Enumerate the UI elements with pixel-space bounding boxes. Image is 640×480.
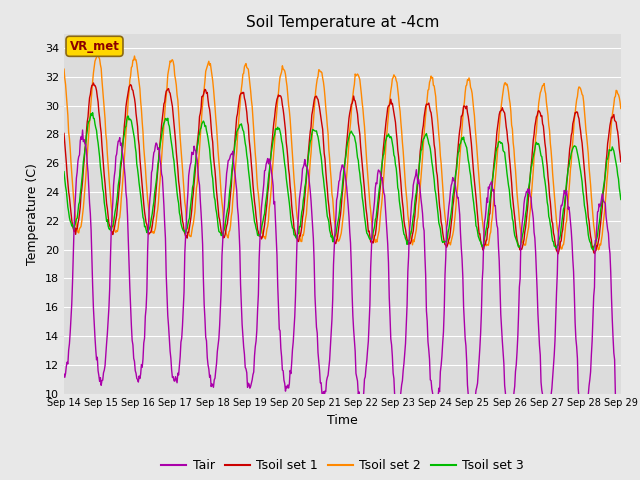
X-axis label: Time: Time [327,414,358,427]
Legend: Tair, Tsoil set 1, Tsoil set 2, Tsoil set 3: Tair, Tsoil set 1, Tsoil set 2, Tsoil se… [156,455,529,477]
Y-axis label: Temperature (C): Temperature (C) [26,163,39,264]
Text: VR_met: VR_met [70,40,120,53]
Title: Soil Temperature at -4cm: Soil Temperature at -4cm [246,15,439,30]
